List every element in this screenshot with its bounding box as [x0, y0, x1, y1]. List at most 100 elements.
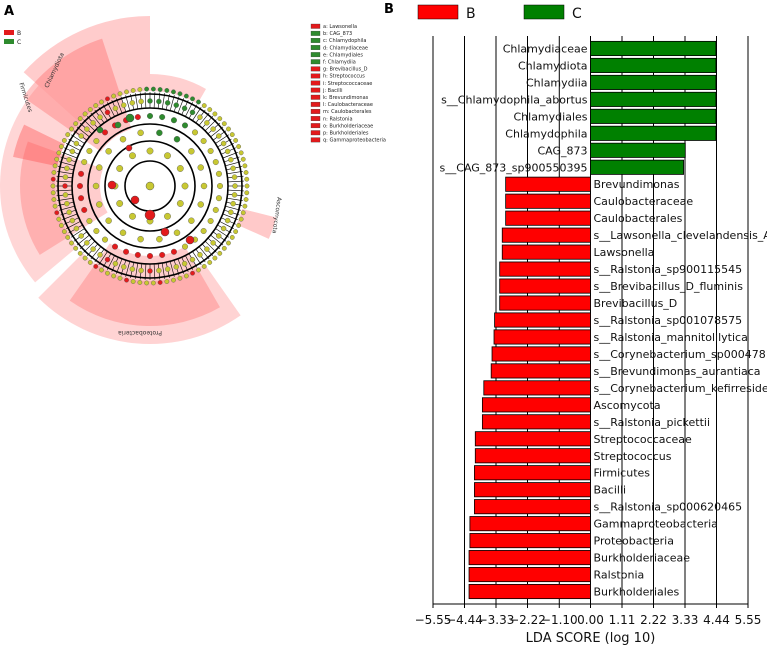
clade-branch [192, 251, 202, 265]
clade-node [189, 109, 196, 116]
lda-bar-label: Streptococcus [594, 450, 672, 463]
clade-node [117, 275, 123, 281]
clade-key-swatch [310, 94, 321, 100]
clade-sector [150, 74, 206, 104]
lda-bar-bacilli [474, 482, 591, 498]
clade-key-swatch [310, 80, 321, 86]
clade-node [73, 121, 79, 127]
clade-root-node [145, 181, 155, 191]
clade-node [204, 120, 210, 126]
lda-bar-label: s__Ralstonia_sp900115545 [594, 263, 743, 276]
clade-node [54, 210, 60, 216]
lda-bar-labels: Chlamydiaceae Chlamydiota Chlamydiia s__Chl… [440, 42, 767, 598]
clade-node [124, 89, 129, 95]
clade-branch [107, 255, 115, 270]
clade-node [164, 266, 171, 272]
clade-sector [13, 124, 65, 167]
clade-branch [169, 261, 175, 277]
cladogram-nodes [50, 86, 250, 286]
clade-node-enriched [160, 227, 170, 237]
clade-node [78, 133, 84, 139]
clade-node [121, 102, 127, 108]
clade-node [50, 176, 56, 182]
lda-tick-label: −1.10 [541, 613, 578, 627]
clade-branch [177, 258, 184, 274]
clade-node [233, 138, 239, 143]
lda-bar-label: Chlamydiia [526, 76, 588, 89]
clade-node [176, 200, 184, 207]
clade-node [130, 279, 136, 284]
lda-bar-label: Ralstonia [594, 569, 645, 582]
clade-node [173, 136, 181, 143]
clade-node [66, 209, 72, 215]
clade-branch [198, 246, 210, 260]
clade-node [217, 250, 223, 256]
clade-node [138, 267, 144, 274]
lda-tick-label: −3.33 [478, 613, 515, 627]
clade-node [243, 197, 249, 202]
lda-bar-burkholderiaceae [468, 550, 591, 566]
lda-bar-label: s__Brevundimonas_aurantiaca [594, 365, 761, 378]
clade-node [189, 256, 196, 263]
clade-node [212, 159, 219, 166]
clade-node [61, 138, 67, 143]
clade-legend-swatch-c [4, 39, 14, 44]
clade-node [228, 157, 234, 163]
clade-branch [222, 213, 238, 220]
lda-legend-label-b: B [466, 6, 476, 22]
clade-node [226, 240, 231, 246]
clade-key-swatch [310, 52, 321, 58]
clade-branch [227, 180, 244, 183]
clade-node [77, 250, 83, 256]
clade-node [66, 157, 72, 163]
clade-key-label: i: Streptococcaceae [323, 81, 372, 87]
clade-node [244, 190, 250, 196]
clade-node [93, 227, 100, 234]
clade-branch [71, 228, 85, 238]
clade-node [230, 200, 236, 207]
clade-node [65, 235, 71, 240]
lda-bar-chlamydiia [590, 74, 717, 90]
clade-node [181, 182, 189, 190]
clade-node [58, 223, 64, 228]
lda-bar-label: s__CAG_873_sp900550395 [440, 161, 588, 174]
clade-branch [185, 102, 193, 117]
clade-node [69, 126, 74, 132]
clade-node [93, 103, 99, 108]
clade-branch [59, 161, 75, 167]
clade-branch [98, 251, 108, 265]
clade-node [51, 170, 57, 175]
clade-node [134, 251, 141, 258]
clade-node [201, 103, 207, 108]
clade-node [196, 99, 201, 105]
clade-node [171, 89, 176, 95]
clade-node [173, 264, 179, 270]
clade-label: Proteobacteria [118, 329, 162, 336]
clade-branch [225, 205, 241, 211]
clade-node [84, 126, 90, 132]
clade-node [52, 203, 58, 209]
clade-key-swatch [310, 130, 321, 136]
clade-node [159, 114, 166, 121]
clade-node-enriched [114, 121, 122, 129]
lda-bar-gammaproteobacteria [469, 516, 591, 532]
clade-node [137, 280, 143, 285]
clade-node [176, 165, 184, 172]
clade-key-label: b: CAG_873 [323, 31, 352, 37]
clade-branch [56, 180, 73, 183]
lda-bar-label: Burkholderiales [594, 586, 680, 599]
clade-node [76, 182, 83, 189]
lda-tick-label: 0.00 [577, 613, 604, 627]
clade-node [207, 217, 214, 224]
clade-node [105, 96, 110, 102]
clade-node [69, 217, 76, 224]
clade-node [242, 203, 248, 209]
clade-node [130, 88, 136, 93]
clade-node [173, 229, 181, 236]
clade-node [52, 163, 58, 169]
clade-key-swatch [310, 59, 321, 65]
clade-node [197, 201, 204, 208]
lda-bar-brevundimonas [505, 176, 591, 192]
clade-node [201, 264, 207, 269]
clade-branch [226, 197, 243, 202]
